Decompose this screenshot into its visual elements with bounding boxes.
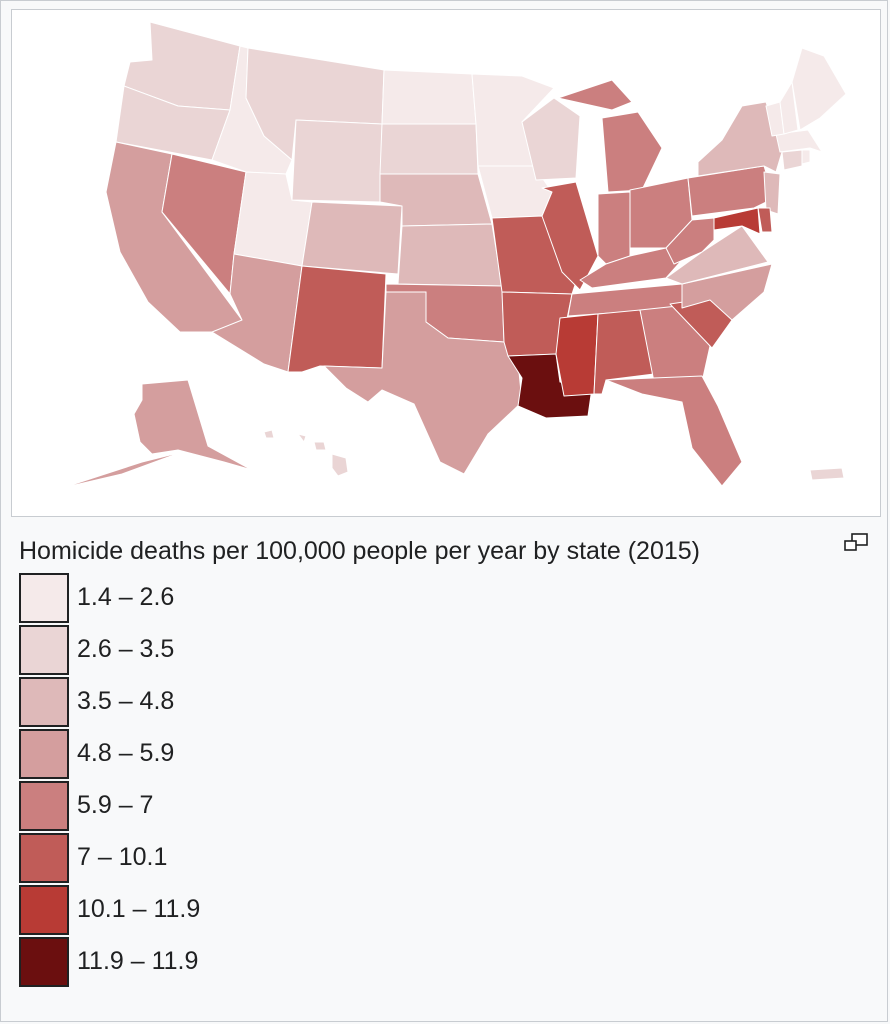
legend-swatch: [19, 573, 69, 623]
legend-item: 7 – 10.1: [19, 833, 319, 885]
legend-swatch: [19, 729, 69, 779]
state-tx[interactable]: [323, 291, 523, 475]
legend-label: 1.4 – 2.6: [77, 583, 175, 611]
state-ct[interactable]: [781, 149, 803, 171]
state-fl[interactable]: [605, 375, 743, 487]
legend-swatch: [19, 625, 69, 675]
state-ms[interactable]: [555, 313, 599, 397]
state-sd[interactable]: [379, 123, 479, 175]
state-md[interactable]: [713, 207, 761, 235]
state-nd[interactable]: [381, 69, 477, 125]
state-va[interactable]: [665, 225, 769, 285]
state-pr[interactable]: [809, 467, 845, 481]
legend-label: 5.9 – 7: [77, 791, 154, 819]
state-wi[interactable]: [521, 97, 581, 181]
state-ri[interactable]: [801, 149, 811, 165]
legend-label: 3.5 – 4.8: [77, 687, 175, 715]
legend-item: 3.5 – 4.8: [19, 677, 319, 729]
legend-item: 10.1 – 11.9: [19, 885, 319, 937]
state-ma[interactable]: [775, 129, 823, 153]
state-nh[interactable]: [779, 81, 799, 135]
legend-swatch: [19, 885, 69, 935]
legend-label: 10.1 – 11.9: [77, 895, 201, 923]
state-de[interactable]: [757, 207, 773, 233]
legend-label: 4.8 – 5.9: [77, 739, 175, 767]
map-caption: Homicide deaths per 100,000 people per y…: [19, 537, 700, 565]
state-in[interactable]: [597, 191, 631, 265]
legend-swatch: [19, 677, 69, 727]
legend-label: 11.9 – 11.9: [77, 947, 199, 975]
state-il[interactable]: [541, 181, 599, 291]
legend-label: 7 – 10.1: [77, 843, 168, 871]
state-me[interactable]: [791, 47, 847, 131]
state-nc[interactable]: [681, 263, 773, 321]
legend-item: 1.4 – 2.6: [19, 573, 319, 625]
legend-item: 2.6 – 3.5: [19, 625, 319, 677]
state-mi[interactable]: [557, 79, 663, 193]
state-nm[interactable]: [287, 265, 387, 373]
legend-label: 2.6 – 3.5: [77, 635, 175, 663]
us-choropleth-map: [61, 21, 847, 489]
state-ak[interactable]: [61, 379, 253, 489]
legend-swatch: [19, 781, 69, 831]
state-co[interactable]: [301, 201, 403, 275]
map-image[interactable]: [11, 9, 881, 517]
legend-item: 5.9 – 7: [19, 781, 319, 833]
state-wv[interactable]: [665, 217, 715, 265]
legend-item: 11.9 – 11.9: [19, 937, 319, 989]
legend-item: 4.8 – 5.9: [19, 729, 319, 781]
state-nj[interactable]: [763, 171, 781, 215]
state-wy[interactable]: [291, 119, 383, 203]
legend-swatch: [19, 937, 69, 987]
magnify-clip-icon[interactable]: [843, 533, 869, 553]
state-hi[interactable]: [263, 429, 349, 477]
legend-swatch: [19, 833, 69, 883]
state-ks[interactable]: [397, 223, 503, 287]
